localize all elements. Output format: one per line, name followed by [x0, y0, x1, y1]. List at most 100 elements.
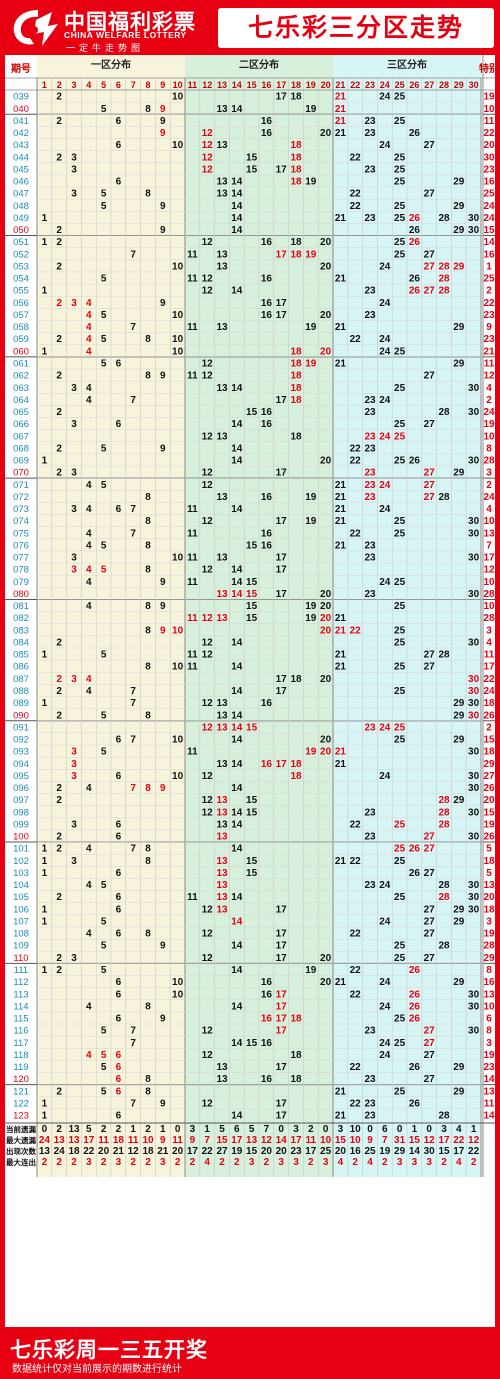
hit-number-15: 15 [246, 807, 258, 818]
period-label: 079 [13, 577, 29, 588]
stat-value: 6 [234, 1124, 240, 1135]
hit-number-24: 24 [379, 261, 391, 272]
hit-number-27: 27 [424, 492, 436, 503]
hit-number-2: 2 [56, 844, 62, 855]
hit-number-28: 28 [438, 213, 450, 224]
hit-number-26: 26 [409, 844, 421, 855]
hit-number-6: 6 [116, 1111, 122, 1122]
hit-number-25: 25 [394, 383, 406, 394]
period-label: 093 [13, 747, 29, 758]
hit-number-4: 4 [86, 346, 92, 357]
special-number: 15 [483, 225, 495, 236]
period-label: 115 [13, 1014, 28, 1025]
hit-number-8: 8 [145, 783, 151, 794]
period-label: 062 [13, 371, 29, 382]
stat-value: 19 [379, 1146, 391, 1157]
hit-number-4: 4 [86, 844, 92, 855]
hit-number-26: 26 [409, 237, 421, 248]
hit-number-27: 27 [424, 189, 436, 200]
hit-number-27: 27 [424, 419, 436, 430]
header-number-10: 10 [173, 80, 183, 90]
stat-value: 13 [54, 1135, 66, 1146]
hit-number-17: 17 [276, 164, 288, 175]
hit-number-3: 3 [71, 819, 77, 830]
hit-number-13: 13 [216, 832, 228, 843]
hit-number-23: 23 [364, 722, 376, 733]
period-label: 109 [13, 941, 29, 952]
hit-number-30: 30 [468, 383, 480, 394]
hit-number-9: 9 [160, 298, 166, 309]
hit-number-7: 7 [130, 1098, 136, 1109]
special-number: 26 [483, 832, 495, 843]
hit-number-23: 23 [364, 880, 376, 891]
stat-value: 3 [293, 1124, 299, 1135]
hit-number-2: 2 [56, 783, 62, 794]
hit-number-18: 18 [290, 395, 302, 406]
hit-number-17: 17 [276, 395, 288, 406]
hit-number-4: 4 [86, 565, 92, 576]
stat-value: 1 [412, 1124, 418, 1135]
hit-number-30: 30 [468, 516, 480, 527]
hit-number-23: 23 [364, 1098, 376, 1109]
special-number: 12 [483, 371, 495, 382]
hit-number-26: 26 [409, 274, 421, 285]
stat-value: 2 [441, 1157, 447, 1168]
special-number: 29 [483, 759, 495, 770]
hit-number-28: 28 [438, 880, 450, 891]
trend-chart: 期号 一区分布 二区分布 三区分布 特别 1 2 3 4 5 6 7 8 9 10 11 12 13 14 15 16 1… [5, 55, 495, 1327]
special-number: 8 [486, 443, 492, 454]
hit-number-15: 15 [246, 868, 258, 879]
period-label: 104 [13, 880, 29, 891]
hit-number-7: 7 [130, 783, 136, 794]
hit-number-11: 11 [187, 322, 198, 333]
hit-number-20: 20 [320, 735, 332, 746]
stat-value: 27 [216, 1146, 228, 1157]
period-label: 119 [13, 1062, 28, 1073]
period-label: 100 [13, 832, 29, 843]
hit-number-24: 24 [379, 916, 391, 927]
hit-number-1: 1 [42, 698, 48, 709]
hit-number-27: 27 [424, 480, 436, 491]
special-number: 13 [483, 989, 495, 1000]
header-number-3: 3 [71, 80, 76, 90]
hit-number-9: 9 [160, 371, 166, 382]
period-label: 078 [13, 565, 29, 576]
hit-number-23: 23 [364, 431, 376, 442]
hit-number-8: 8 [145, 371, 151, 382]
hit-number-11: 11 [187, 613, 198, 624]
stat-value: 2 [352, 1157, 358, 1168]
period-label: 077 [13, 553, 29, 564]
hit-number-30: 30 [468, 771, 480, 782]
hit-number-23: 23 [364, 128, 376, 139]
special-number: 15 [483, 807, 495, 818]
hit-number-8: 8 [145, 565, 151, 576]
hit-number-18: 18 [290, 771, 302, 782]
hit-number-15: 15 [246, 152, 258, 163]
hit-number-2: 2 [56, 892, 62, 903]
period-label: 094 [13, 759, 29, 770]
hit-number-23: 23 [364, 1026, 376, 1037]
stat-value: 25 [320, 1146, 332, 1157]
hit-number-11: 11 [187, 662, 198, 673]
period-label: 056 [13, 298, 29, 309]
hit-number-22: 22 [350, 201, 362, 212]
hit-number-4: 4 [86, 1050, 92, 1061]
hit-number-17: 17 [276, 941, 288, 952]
hit-number-2: 2 [56, 116, 62, 127]
stat-value: 29 [394, 1146, 406, 1157]
special-number: 25 [483, 189, 495, 200]
hit-number-12: 12 [202, 128, 214, 139]
hit-number-1: 1 [42, 904, 48, 915]
stat-value: 3 [116, 1157, 122, 1168]
hit-number-4: 4 [86, 783, 92, 794]
hit-number-13: 13 [216, 868, 228, 879]
special-number: 10 [483, 601, 495, 612]
hit-number-13: 13 [216, 177, 228, 188]
special-number: 11 [484, 358, 495, 369]
period-label: 121 [13, 1086, 29, 1097]
hit-number-24: 24 [379, 1050, 391, 1061]
special-number: 13 [483, 1086, 495, 1097]
hit-number-21: 21 [335, 613, 347, 624]
stat-value: 3 [249, 1157, 255, 1168]
hit-number-24: 24 [379, 334, 391, 345]
